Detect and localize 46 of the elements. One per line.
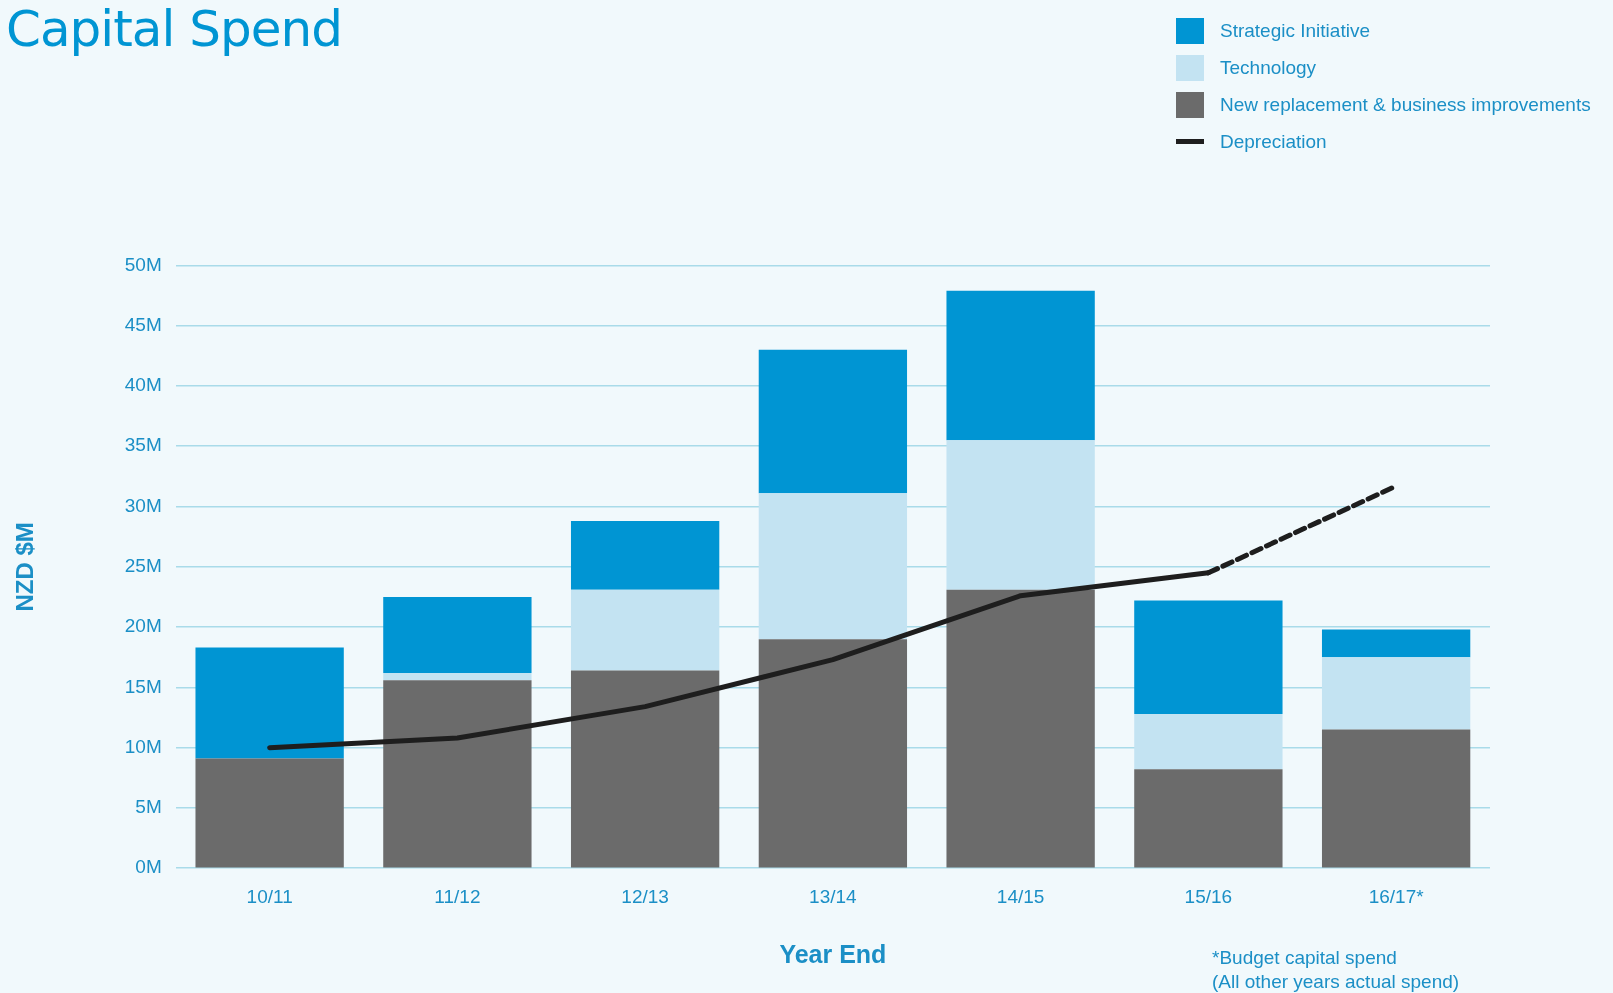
legend-label: New replacement & business improvements xyxy=(1220,93,1591,116)
y-tick-label: 5M xyxy=(135,796,162,818)
bar xyxy=(758,639,908,868)
y-tick-label: 30M xyxy=(124,494,162,516)
y-axis-title: NZD $M xyxy=(11,522,39,612)
bar xyxy=(1134,600,1283,714)
bar xyxy=(195,647,344,759)
bar xyxy=(1321,729,1471,868)
bar xyxy=(383,680,532,868)
y-tick-label: 25M xyxy=(124,555,162,577)
bar xyxy=(1134,713,1283,770)
x-tick-label: 11/12 xyxy=(434,885,481,907)
bar xyxy=(195,758,344,868)
bar xyxy=(383,672,532,681)
x-tick-label: 15/16 xyxy=(1184,885,1233,907)
bar xyxy=(946,290,1095,441)
x-tick-label: 16/17* xyxy=(1368,885,1425,907)
x-tick-label: 14/15 xyxy=(996,885,1045,907)
text: *Budget capital spend (All other years actual spend) xyxy=(1212,946,1460,993)
bar xyxy=(758,349,908,494)
chart-title: Capital Spend xyxy=(6,0,342,58)
bar xyxy=(946,589,1095,868)
bar xyxy=(570,589,720,671)
bar xyxy=(570,670,720,868)
bar xyxy=(946,440,1095,590)
x-axis-title: Year End xyxy=(779,939,887,968)
bar xyxy=(1321,629,1471,658)
y-tick-label: 45M xyxy=(124,313,162,335)
y-tick-label: 10M xyxy=(124,735,162,757)
legend-label: Strategic Initiative xyxy=(1220,19,1370,42)
y-tick-label: 50M xyxy=(124,253,162,275)
legend-label: Technology xyxy=(1220,56,1317,79)
y-tick-label: 20M xyxy=(124,615,162,637)
bar xyxy=(383,596,532,673)
bar xyxy=(570,520,720,590)
x-tick-label: 12/13 xyxy=(621,885,669,907)
legend-label: Depreciation xyxy=(1220,130,1327,153)
y-tick-label: 15M xyxy=(124,675,162,697)
x-tick-label: 10/11 xyxy=(246,885,293,907)
bar xyxy=(758,493,908,640)
x-tick-label: 13/14 xyxy=(809,885,858,907)
bar xyxy=(1134,769,1283,868)
y-tick-label: 35M xyxy=(124,434,162,456)
y-tick-label: 0M xyxy=(135,856,162,878)
bar xyxy=(1321,657,1471,730)
y-tick-label: 40M xyxy=(124,374,162,396)
